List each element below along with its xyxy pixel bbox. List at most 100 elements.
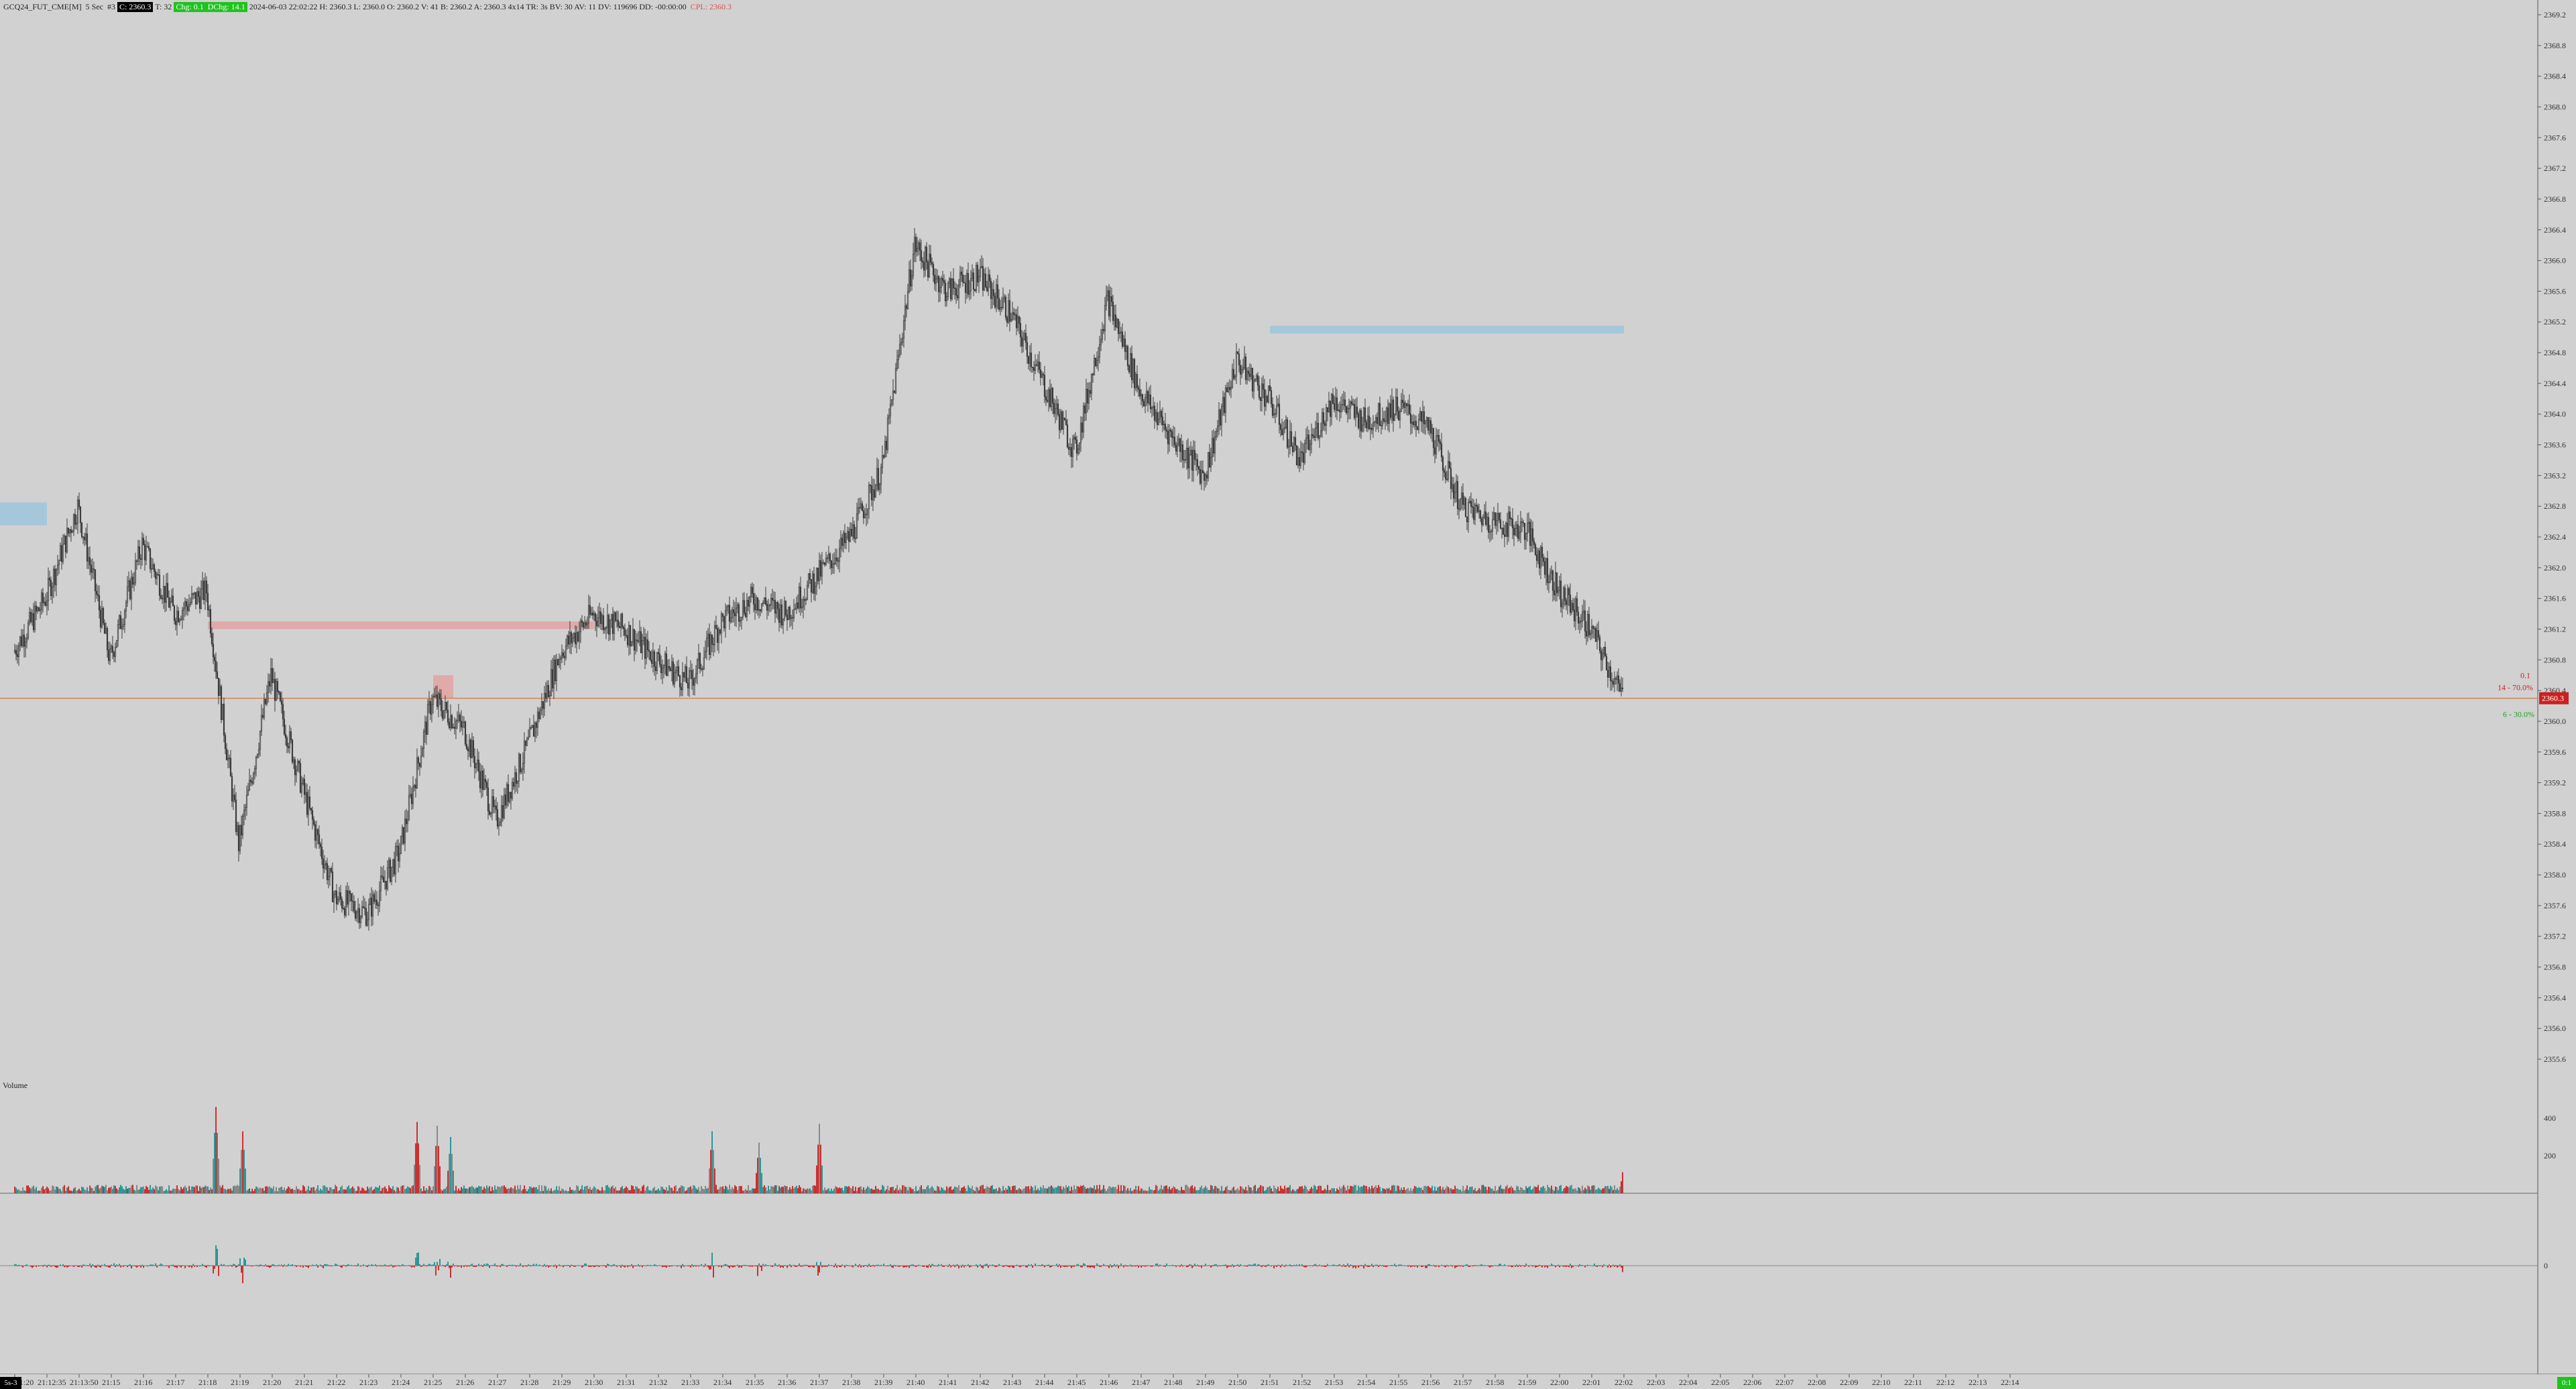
candle-body <box>1126 346 1129 366</box>
volume-bar <box>1303 1189 1304 1193</box>
volume-bar <box>998 1187 1000 1193</box>
delta-bar <box>18 1264 19 1266</box>
volume-bar <box>994 1189 996 1193</box>
volume-bar <box>1018 1188 1020 1193</box>
volume-bar <box>1603 1188 1604 1193</box>
volume-bar <box>585 1186 587 1193</box>
delta-bar <box>875 1264 876 1266</box>
candle-body <box>1243 357 1246 369</box>
volume-bar <box>1429 1187 1430 1193</box>
volume-bar <box>320 1189 321 1193</box>
time-tick-label: 21:58 <box>1486 1378 1504 1387</box>
volume-bar <box>731 1187 733 1193</box>
candle-body <box>1047 389 1050 402</box>
volume-bar <box>895 1188 896 1193</box>
candle-body <box>1617 675 1620 684</box>
delta-bar <box>1049 1266 1051 1268</box>
delta-bar <box>942 1266 943 1267</box>
candle-body <box>784 601 787 615</box>
volume-bar <box>642 1186 643 1193</box>
candle-body <box>449 715 452 728</box>
delta-bar <box>351 1264 352 1266</box>
volume-bar <box>800 1187 801 1193</box>
volume-bar <box>1154 1190 1155 1193</box>
volume-bar <box>1178 1190 1179 1193</box>
candle-body <box>196 591 198 605</box>
candle-body <box>201 581 204 590</box>
volume-bar <box>199 1186 200 1193</box>
volume-bar <box>615 1187 616 1193</box>
volume-bar <box>1210 1185 1212 1193</box>
candle-body <box>43 601 46 603</box>
volume-bar <box>835 1186 836 1193</box>
candle-body <box>471 740 473 759</box>
volume-bar <box>1394 1185 1395 1193</box>
volume-bar <box>1614 1185 1615 1193</box>
delta-bar <box>985 1264 986 1266</box>
candle-body <box>1574 598 1577 621</box>
delta-bar <box>1197 1264 1198 1266</box>
delta-bar <box>668 1266 670 1267</box>
candle-body <box>864 514 866 519</box>
candle-body <box>1373 422 1376 424</box>
volume-bar <box>116 1188 117 1193</box>
delta-bar <box>192 1264 194 1266</box>
candle-body <box>1267 385 1270 403</box>
delta-bar <box>82 1264 84 1266</box>
volume-bar <box>1268 1187 1269 1193</box>
candle-body <box>1061 411 1063 430</box>
volume-bar <box>1037 1188 1039 1193</box>
volume-bar <box>532 1188 533 1193</box>
volume-bar <box>1025 1186 1027 1193</box>
candle-body <box>917 242 920 249</box>
volume-bar <box>1072 1190 1073 1193</box>
candle-body <box>645 639 648 659</box>
volume-bar <box>1224 1190 1225 1193</box>
volume-bar <box>501 1186 502 1193</box>
candle-body <box>1010 319 1012 322</box>
delta-bar <box>324 1264 325 1266</box>
volume-bar <box>718 1189 719 1193</box>
candle-body <box>1442 457 1444 471</box>
delta-bar <box>442 1264 443 1266</box>
candle-body <box>329 868 331 877</box>
volume-bar <box>301 1190 302 1193</box>
volume-bar <box>54 1189 56 1193</box>
candle-body <box>367 904 370 920</box>
volume-bar <box>1562 1191 1563 1193</box>
candle-body <box>1208 452 1211 467</box>
delta-bar <box>615 1265 616 1266</box>
candle-body <box>1431 428 1433 434</box>
volume-bar <box>1327 1185 1328 1193</box>
candle-body <box>569 632 571 645</box>
time-tick-label: 21:53 <box>1325 1378 1343 1387</box>
delta-bar <box>66 1266 68 1268</box>
candle-body <box>579 620 582 632</box>
candle-body <box>661 668 664 674</box>
candle-body <box>418 763 421 767</box>
delta-bar <box>1261 1266 1263 1268</box>
candle-body <box>1161 416 1164 426</box>
delta-bar <box>864 1265 866 1266</box>
candle-body <box>1075 439 1078 454</box>
delta-bar <box>431 1264 432 1266</box>
delta-bar <box>992 1264 993 1266</box>
volume-bar <box>1142 1189 1143 1193</box>
candle-body <box>995 284 998 308</box>
volume-bar <box>1399 1189 1401 1193</box>
time-tick-label: 21:54 <box>1357 1378 1375 1387</box>
candle-body <box>712 644 715 646</box>
candle-body <box>504 794 507 806</box>
candle-body <box>947 283 949 297</box>
candle-body <box>669 668 672 671</box>
candle-body <box>519 753 522 772</box>
candle-body <box>1594 627 1597 642</box>
delta-bar <box>245 1259 246 1266</box>
candle-body <box>843 532 846 543</box>
volume-bar <box>537 1189 538 1193</box>
candle-body <box>314 824 316 841</box>
volume-bar <box>76 1191 77 1193</box>
delta-bar <box>1060 1266 1061 1268</box>
candle-body <box>1204 474 1207 481</box>
